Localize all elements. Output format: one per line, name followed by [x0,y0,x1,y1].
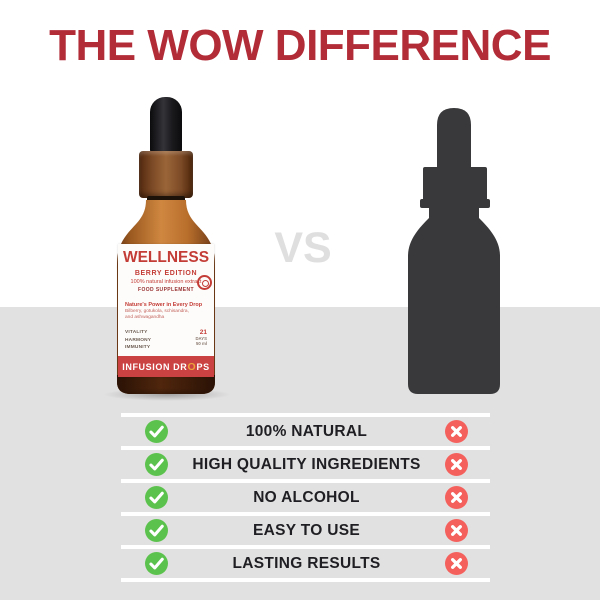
check-icon [145,552,168,575]
cross-icon [445,453,468,476]
feature-label: HIGH QUALITY INGREDIENTS [192,455,421,473]
product-tagline: Nature's Power in Every Drop [125,302,203,308]
dropper-wood-collar [139,151,193,198]
product-category: FOOD SUPPLEMENT [137,287,194,293]
check-icon [145,453,168,476]
benefit-vitality: VITALITY [125,330,148,336]
benefits-list: VITALITY HARMONY IMMUNITY [125,329,151,351]
cross-icon [445,486,468,509]
feature-label: EASY TO USE [253,521,360,539]
berry-badge-icon [197,275,212,290]
comparison-row: 100% NATURAL [121,417,490,446]
brand-band: INFUSION DR O PS [118,356,214,377]
dose-info: 21 DAYS 50 ml [195,329,207,351]
benefit-immunity: IMMUNITY [125,344,151,350]
cross-icon [445,519,468,542]
comparison-row: NO ALCOHOL [121,483,490,512]
dropper-bulb [150,97,182,155]
volume-label: 50 ml [196,340,207,346]
brand-text-suffix: PS [196,361,210,372]
product-name: WELLNESS [122,249,210,266]
ingredients-text: Bilberry, gotukola, schisandra, and ashw… [125,309,189,321]
page-title: THE WOW DIFFERENCE [49,21,551,70]
product-subtitle: 100% natural infusion extract [130,279,202,285]
benefit-harmony: HARMONY [125,337,152,343]
brand-o-dot-icon: O [187,360,197,373]
cross-icon [445,420,468,443]
cross-icon [445,552,468,575]
check-icon [145,420,168,443]
check-icon [145,486,168,509]
comparison-row: LASTING RESULTS [121,549,490,578]
comparison-row: HIGH QUALITY INGREDIENTS [121,450,490,479]
feature-label: 100% NATURAL [245,422,368,440]
competitor-bottle-silhouette-icon [408,108,500,394]
comparison-table: 100% NATURAL HIGH QUALITY INGREDIENTS NO… [121,413,490,582]
brand-text: INFUSION DR [122,361,188,372]
product-label: WELLNESS BERRY EDITION 100% natural infu… [118,244,214,377]
bottle-shadow [103,388,231,401]
duration-unit: DAYS [195,335,207,341]
vs-label: VS [274,224,332,272]
feature-label: LASTING RESULTS [232,554,381,572]
edition-label: BERRY EDITION [134,270,198,277]
duration-value: 21 [199,329,207,337]
comparison-row: EASY TO USE [121,516,490,545]
check-icon [145,519,168,542]
feature-label: NO ALCOHOL [253,488,360,506]
